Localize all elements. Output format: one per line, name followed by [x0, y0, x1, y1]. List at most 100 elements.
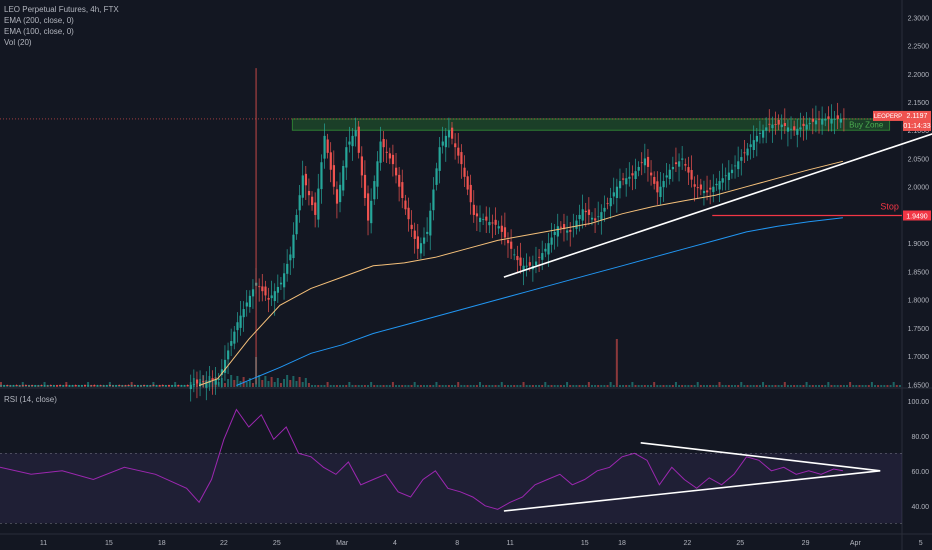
volume-bar [653, 382, 656, 387]
candle-body [538, 256, 541, 258]
volume-bar [802, 385, 805, 387]
candle-body [77, 385, 80, 387]
candle-body [401, 182, 404, 198]
rsi-band [0, 453, 902, 524]
candle-body [146, 385, 149, 387]
volume-bar [783, 382, 786, 387]
volume-bar [814, 385, 817, 387]
candle-body [264, 286, 267, 296]
candle-body [80, 385, 84, 387]
candle-body [65, 385, 68, 387]
volume-bar [634, 385, 637, 387]
volume-bar [261, 380, 264, 387]
volume-bar [562, 385, 565, 387]
volume-bar [488, 385, 491, 387]
time-tick-label: 29 [802, 540, 810, 547]
time-tick-label: 11 [40, 540, 47, 547]
candle-body [503, 227, 507, 238]
volume-bar [320, 385, 323, 387]
volume-bar [174, 382, 177, 387]
time-tick-label: 5 [919, 540, 923, 547]
candle-body [727, 172, 731, 181]
candle-body [534, 261, 538, 266]
candle-body [192, 384, 196, 385]
candle-body [174, 385, 177, 387]
volume-bar [590, 385, 593, 387]
candle-body [569, 229, 572, 232]
candle-body [839, 118, 842, 123]
candle-body [217, 378, 220, 380]
candle-body [457, 147, 460, 156]
candle-body [49, 385, 52, 386]
candle-body [339, 184, 342, 203]
candle-body [482, 219, 485, 220]
volume-bar [391, 382, 394, 387]
candle-body [118, 385, 121, 386]
volume-bar [130, 382, 133, 387]
candle-body [230, 341, 233, 346]
volume-bar [846, 385, 849, 387]
candle-body [62, 385, 65, 387]
candle-body [808, 123, 811, 125]
candle-body [348, 141, 351, 145]
volume-bar [566, 382, 569, 387]
candle-body [718, 181, 721, 190]
candle-body [283, 273, 286, 288]
candle-body [790, 128, 793, 130]
candle-body [149, 385, 152, 387]
volume-bar [286, 375, 289, 387]
candle-body [382, 138, 385, 148]
candle-body [721, 178, 724, 183]
candle-body [314, 202, 317, 215]
candle-body [96, 385, 99, 387]
candle-body [345, 147, 348, 168]
candle-body [842, 118, 846, 120]
volume-bar [762, 382, 765, 387]
volume-bar [444, 385, 447, 387]
candle-body [388, 153, 391, 159]
volume-bar [662, 385, 665, 387]
volume-bar [65, 382, 68, 387]
candle-body [351, 135, 354, 147]
candle-body [740, 157, 743, 161]
volume-bar [531, 385, 534, 387]
volume-bar [230, 375, 233, 387]
volume-bar [656, 385, 659, 387]
volume-bar [388, 385, 391, 387]
candle-body [659, 186, 662, 197]
candle-body [15, 385, 18, 386]
volume-bar [516, 385, 519, 387]
buy-zone-label: Buy Zone [849, 121, 884, 130]
volume-bar [472, 385, 475, 387]
candle-body [21, 385, 24, 387]
candle-body [105, 385, 108, 387]
volume-bar [578, 385, 581, 387]
volume-bar [351, 385, 354, 387]
candle-body [699, 184, 703, 190]
candle-body [628, 176, 631, 179]
volume-bar [824, 385, 827, 387]
candle-body [755, 135, 759, 142]
candle-body [799, 127, 802, 130]
volume-bar [827, 382, 830, 387]
volume-bar [730, 385, 733, 387]
candle-body [432, 189, 435, 211]
volume-bar [693, 385, 696, 387]
candle-body [550, 237, 553, 245]
volume-bar [575, 385, 578, 387]
ema100-legend: EMA (100, close, 0) [4, 27, 74, 36]
candle-body [460, 152, 463, 165]
candle-body [407, 207, 410, 220]
volume-bar [678, 385, 681, 387]
volume-bar [727, 385, 730, 387]
volume-bar [494, 385, 497, 387]
volume-bar [541, 385, 544, 387]
candle-body [472, 204, 475, 215]
volume-bar [304, 378, 307, 387]
candle-body [426, 231, 429, 234]
candle-body [410, 224, 413, 230]
volume-bar [752, 385, 755, 387]
candle-body [702, 190, 706, 194]
candle-body [734, 165, 737, 167]
